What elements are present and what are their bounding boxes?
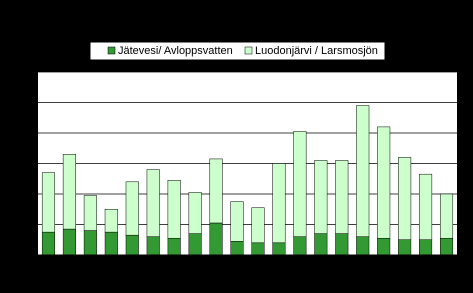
bar-segment: [251, 242, 265, 256]
bar-segment: [314, 233, 328, 256]
y-tick-label: 1: [26, 218, 32, 230]
bar-segment: [356, 105, 370, 237]
legend-label: Jätevesi/ Avloppsvatten: [118, 45, 233, 57]
bar-segment: [62, 228, 76, 256]
bar-segment: [188, 233, 202, 256]
bar-segment: [167, 237, 181, 256]
bar-segment: [356, 236, 370, 256]
bar-segment: [83, 195, 97, 231]
bar-segment: [251, 207, 265, 244]
y-tick-label: 6: [26, 66, 32, 78]
bar-segment: [293, 236, 307, 256]
bar-segment: [230, 241, 244, 256]
bar-segment: [314, 160, 328, 234]
y-tick-label: 4: [26, 127, 32, 139]
bar-segment: [104, 231, 118, 256]
bar-segment: [335, 160, 349, 234]
bar-segment: [419, 173, 433, 240]
legend-box: [89, 41, 386, 61]
bar-segment: [272, 242, 286, 256]
y-tick-label: 3: [26, 157, 32, 169]
legend-swatch: [107, 46, 116, 55]
bar-segment: [41, 231, 56, 256]
y-tick-label: 2: [26, 188, 32, 200]
bar-segment: [125, 181, 139, 236]
bar-segment: [439, 193, 454, 239]
bar-segment: [230, 201, 244, 242]
bar-segment: [335, 233, 349, 256]
y-tick-label: 5: [26, 96, 32, 108]
bar-segment: [439, 237, 454, 256]
bar-segment: [398, 157, 412, 240]
bar-segment: [293, 131, 307, 237]
bar-segment: [377, 237, 391, 256]
legend-swatch: [244, 46, 253, 55]
bar-segment: [167, 180, 181, 239]
bar-segment: [272, 163, 286, 244]
bar-segment: [146, 169, 160, 237]
bar-segment: [398, 239, 412, 256]
bar-segment: [188, 192, 202, 234]
bar-segment: [62, 154, 76, 230]
bar-segment: [209, 158, 223, 224]
y-tick-label: 0: [26, 249, 32, 261]
legend-label: Luodonjärvi / Larsmosjön: [255, 45, 378, 57]
bar-segment: [419, 239, 433, 256]
bar-segment: [377, 126, 391, 239]
bar-segment: [125, 234, 139, 256]
bar-segment: [41, 172, 56, 233]
legend: Jätevesi/ Avloppsvatten Luodonjärvi / Lar…: [89, 41, 386, 61]
bar-segment: [104, 209, 118, 233]
bar-segment: [83, 230, 97, 256]
bar-segment: [209, 222, 223, 256]
bar-segment: [146, 236, 160, 256]
